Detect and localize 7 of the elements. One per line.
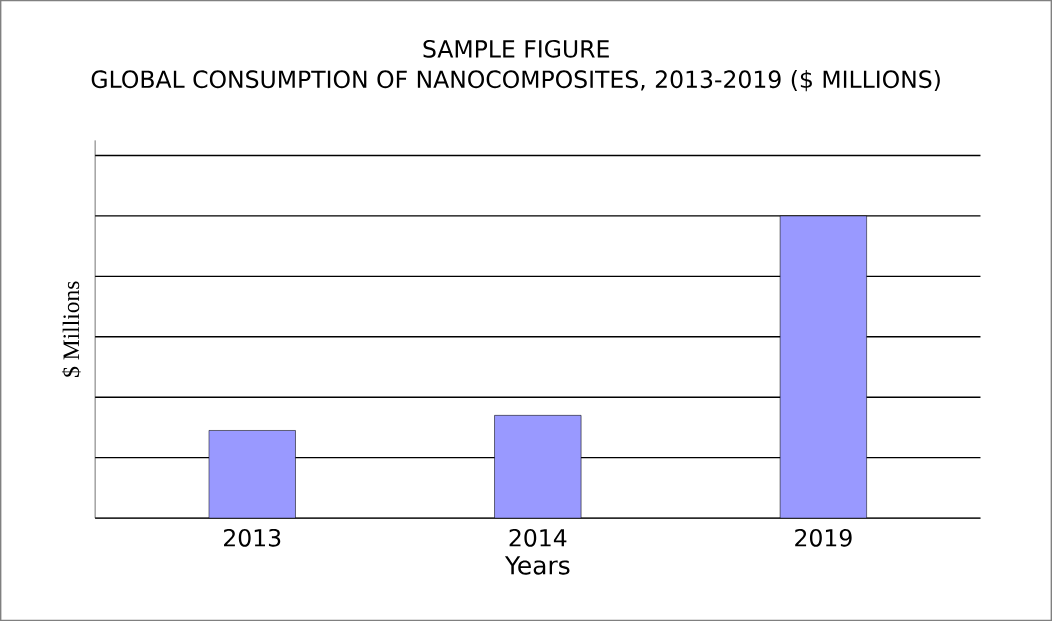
x-tick-label: 2019 (795, 528, 852, 547)
x-tick-label: 2014 (509, 528, 567, 547)
x-axis-title: Years (504, 556, 570, 575)
chart-title: SAMPLE FIGURE (423, 39, 609, 58)
y-axis-title: $ Millions (61, 281, 81, 377)
x-tick-label: 2013 (224, 528, 281, 547)
chart-subtitle: GLOBAL CONSUMPTION OF NANOCOMPOSITES, 2013-2019 ($ MILLIONS) (91, 69, 940, 92)
